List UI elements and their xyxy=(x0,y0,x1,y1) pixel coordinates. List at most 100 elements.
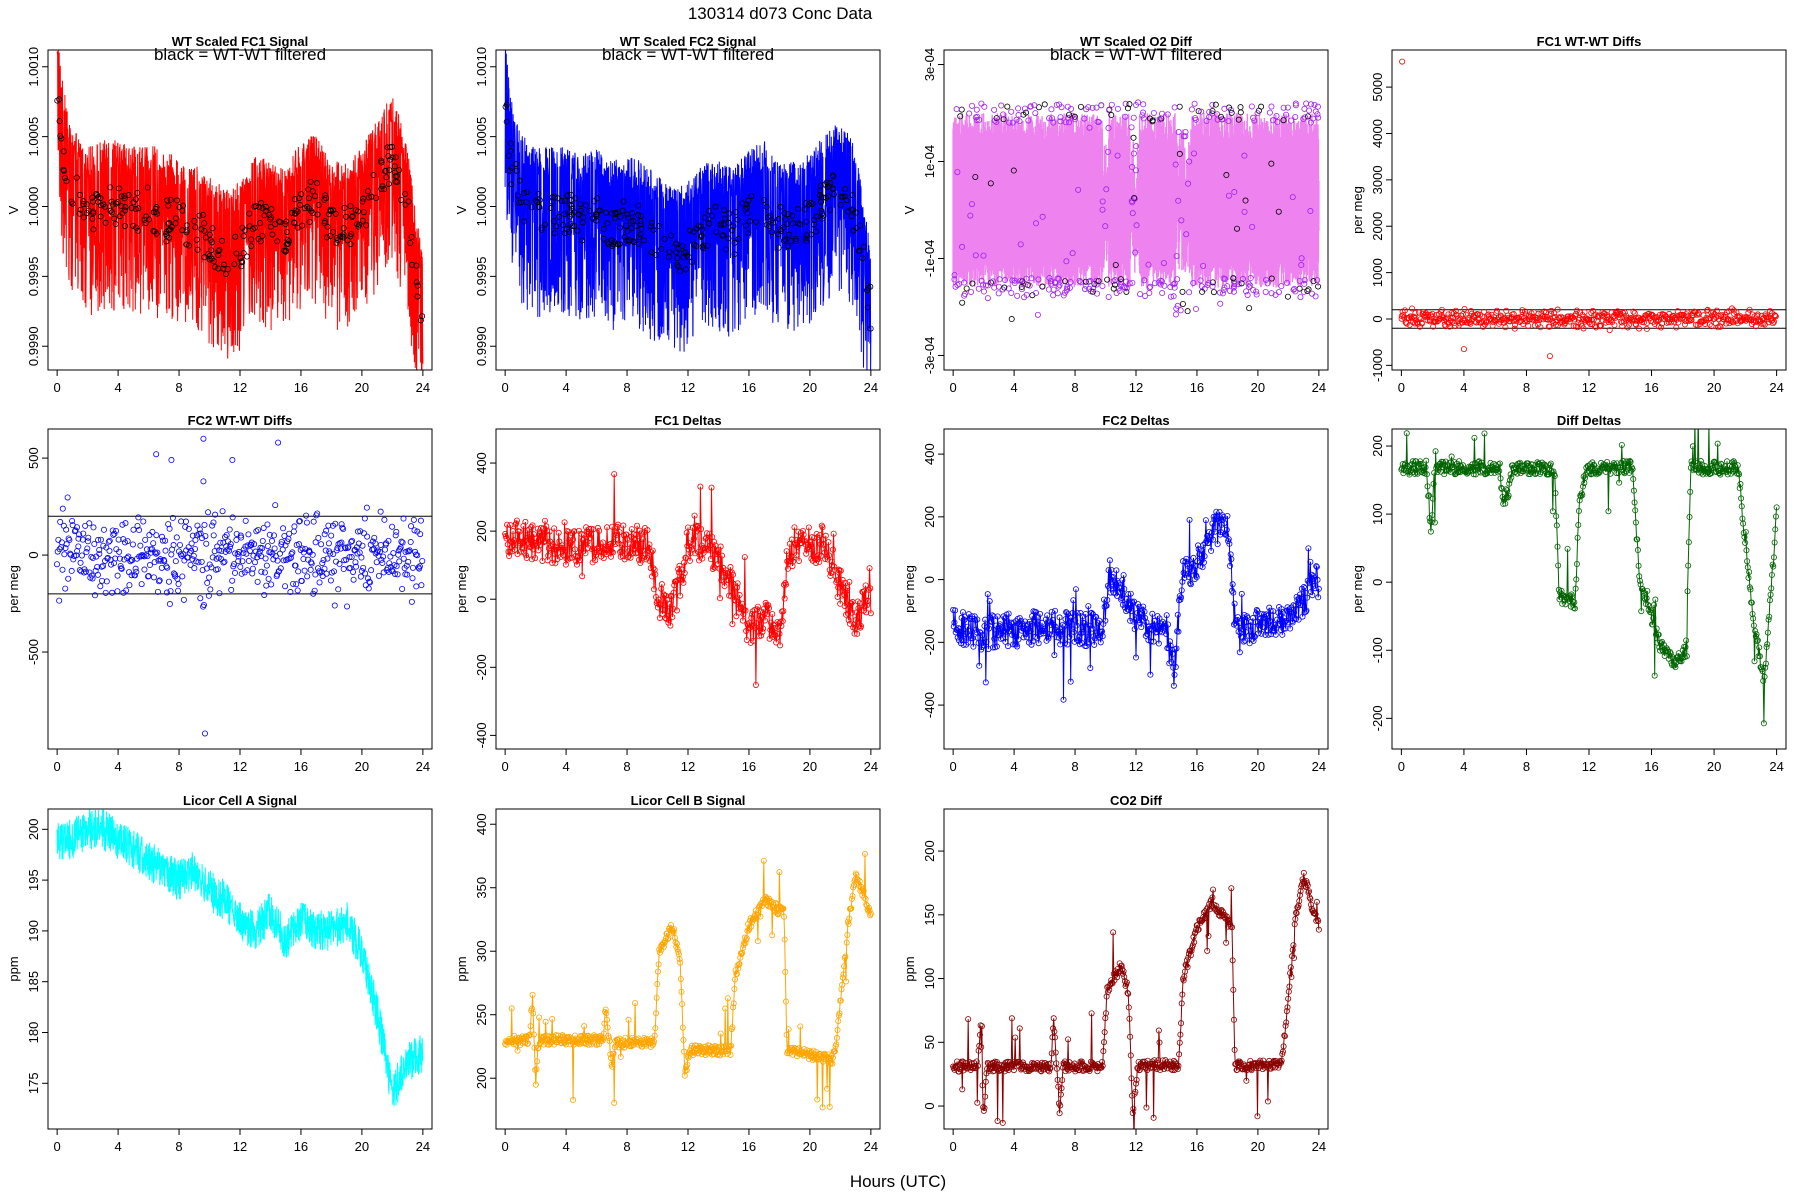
series-point xyxy=(956,1066,963,1073)
filtered-point xyxy=(768,216,775,223)
series-point xyxy=(617,1041,624,1048)
o2-point xyxy=(1174,302,1181,309)
series-point xyxy=(1003,628,1010,635)
series-point xyxy=(725,577,732,584)
series-point xyxy=(780,905,787,912)
series-point xyxy=(762,617,769,624)
diff-point xyxy=(366,579,373,586)
diff-point xyxy=(1720,313,1727,320)
filtered-point xyxy=(60,166,67,173)
series-point xyxy=(860,887,867,894)
series-point xyxy=(1055,1083,1062,1090)
o2-point xyxy=(1041,101,1048,108)
diff-point xyxy=(232,550,239,557)
series-point xyxy=(645,547,652,554)
filtered-point xyxy=(848,213,855,220)
series-point xyxy=(826,552,833,559)
series-point xyxy=(786,1050,793,1057)
series-point xyxy=(1016,1058,1023,1065)
diff-point xyxy=(1548,310,1555,317)
o2-point xyxy=(1129,210,1136,217)
y-tick-label: 0 xyxy=(474,596,489,603)
series-point xyxy=(572,546,579,553)
diff-point xyxy=(359,542,366,549)
o2-point xyxy=(1009,119,1016,126)
filtered-point xyxy=(630,217,637,224)
o2-point xyxy=(1141,277,1148,284)
o2-point xyxy=(1253,288,1260,295)
series-point xyxy=(1478,459,1485,466)
o2-point xyxy=(1250,287,1257,294)
diff-point xyxy=(115,536,122,543)
filtered-point xyxy=(785,243,792,250)
series-point xyxy=(1675,650,1682,657)
diff-point xyxy=(1573,310,1580,317)
o2-point xyxy=(1214,116,1221,123)
series-point xyxy=(1133,615,1140,622)
diff-point xyxy=(336,560,343,567)
filtered-point xyxy=(215,265,222,272)
filtered-point xyxy=(701,214,708,221)
diff-point xyxy=(393,528,400,535)
series-point xyxy=(632,1039,639,1046)
diff-point xyxy=(254,578,261,585)
filtered-point xyxy=(269,231,276,238)
series-point xyxy=(543,527,550,534)
filtered-point xyxy=(135,205,142,212)
diff-point xyxy=(246,547,253,554)
series-point xyxy=(651,1038,658,1045)
diff-point xyxy=(167,588,174,595)
diff-point xyxy=(221,558,228,565)
o2-point xyxy=(969,102,976,109)
series-point xyxy=(1002,638,1009,645)
diff-point xyxy=(178,552,185,559)
y-tick-label: 180 xyxy=(26,1022,41,1044)
o2-point xyxy=(1314,103,1321,110)
filtered-point xyxy=(248,243,255,250)
series-point xyxy=(1210,536,1217,543)
diff-point xyxy=(53,561,60,568)
series-point xyxy=(636,556,643,563)
plot-area-p11 xyxy=(950,869,1322,1129)
filtered-point xyxy=(323,195,330,202)
x-tick-label: 20 xyxy=(803,759,817,774)
diff-point xyxy=(1433,315,1440,322)
diff-point xyxy=(290,528,297,535)
series-point xyxy=(1430,480,1437,487)
o2-point xyxy=(1123,278,1130,285)
series-point xyxy=(1061,623,1068,630)
plot-area-p8 xyxy=(1398,429,1780,727)
series-point xyxy=(1064,641,1071,648)
series-point xyxy=(844,931,851,938)
y-axis-label-p2: V xyxy=(454,205,469,214)
diff-point xyxy=(1498,313,1505,320)
o2-point xyxy=(1105,148,1112,155)
series-point xyxy=(1255,630,1262,637)
y-tick-label: 190 xyxy=(26,920,41,942)
series-point xyxy=(688,546,695,553)
filtered-point xyxy=(233,250,240,257)
series-point xyxy=(1605,508,1612,515)
series-point xyxy=(639,555,646,562)
filtered-point xyxy=(122,204,129,211)
diff-point xyxy=(59,505,66,512)
diff-point xyxy=(280,525,287,532)
x-tick-label: 24 xyxy=(416,380,430,395)
filtered-point xyxy=(355,223,362,230)
filtered-point xyxy=(417,317,424,324)
series-point xyxy=(836,1010,843,1017)
o2-point xyxy=(1164,111,1171,118)
o2-point xyxy=(1298,262,1305,269)
diff-point xyxy=(385,537,392,544)
series-point xyxy=(1470,471,1477,478)
filtered-point xyxy=(725,235,732,242)
diff-point xyxy=(169,514,176,521)
filtered-point xyxy=(95,198,102,205)
series-point xyxy=(1035,640,1042,647)
series-point xyxy=(1648,609,1655,616)
o2-point xyxy=(1048,280,1055,287)
y-tick-label: 250 xyxy=(474,1004,489,1026)
series-point xyxy=(1088,1010,1095,1017)
series-point xyxy=(717,1030,724,1037)
series-point xyxy=(1293,615,1300,622)
